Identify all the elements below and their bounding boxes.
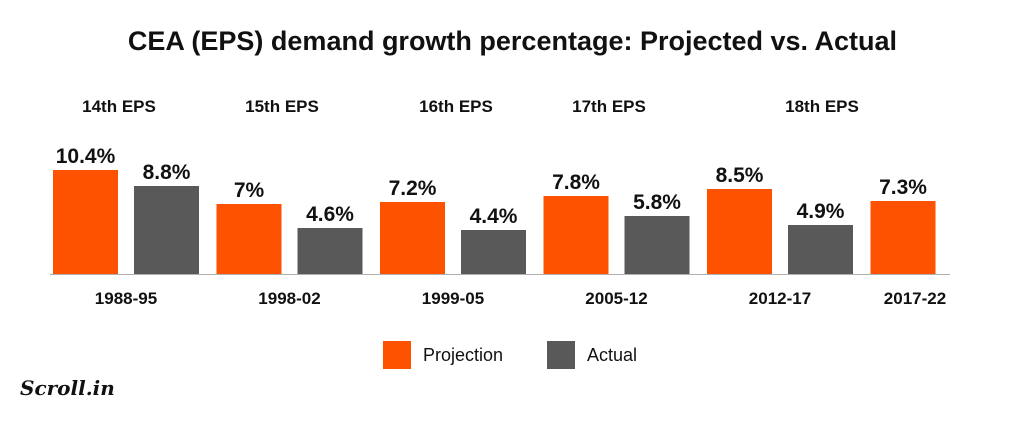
projection-value-label: 7.2% (389, 177, 437, 200)
x-tick-label: 1998-02 (258, 289, 320, 308)
projection-bar (380, 202, 445, 274)
projection-value-label: 8.5% (716, 164, 764, 187)
plan-label: 16th EPS (419, 97, 493, 116)
plan-label: 14th EPS (82, 97, 156, 116)
projection-bar (216, 204, 282, 274)
actual-value-label: 4.9% (797, 200, 845, 223)
actual-value-label: 4.6% (306, 203, 354, 226)
x-tick-label: 1988-95 (95, 289, 157, 308)
plan-label: 15th EPS (245, 97, 319, 116)
chart-title: CEA (EPS) demand growth percentage: Proj… (127, 26, 898, 56)
legend-item-projection: Projection (383, 340, 503, 370)
projection-bar (543, 196, 609, 274)
bar-chart: 14th EPS 15th EPS 16th EPS 17th EPS 18th EPS… (50, 97, 950, 308)
projection-value-label: 10.4% (56, 145, 116, 168)
actual-bar (624, 216, 690, 274)
x-tick-label: 2012-17 (749, 289, 811, 308)
projection-bar (53, 170, 118, 274)
actual-bar (788, 225, 853, 274)
legend-item-actual: Actual (547, 340, 637, 370)
brand-logo: Scroll.in (20, 376, 115, 400)
projection-bar (870, 201, 936, 274)
projection-bar (707, 189, 772, 274)
plan-label: 17th EPS (572, 97, 646, 116)
actual-value-label: 5.8% (633, 191, 681, 214)
x-tick-label: 2017-22 (884, 289, 946, 308)
legend-label-projection: Projection (423, 344, 504, 365)
actual-bar (461, 230, 526, 274)
projection-value-label: 7.3% (879, 176, 927, 199)
actual-bar (297, 228, 363, 274)
x-tick-label: 1999-05 (422, 289, 484, 308)
legend-label-actual: Actual (587, 344, 638, 365)
legend: Projection Actual (0, 340, 1025, 370)
plan-label: 18th EPS (785, 97, 859, 116)
actual-value-label: 4.4% (470, 205, 518, 228)
x-tick-label: 2005-12 (585, 289, 647, 308)
legend-swatch-actual (547, 341, 575, 369)
projection-value-label: 7.8% (552, 171, 600, 194)
actual-bar (134, 186, 199, 274)
projection-value-label: 7% (234, 179, 265, 202)
actual-value-label: 8.8% (143, 161, 191, 184)
legend-swatch-projection (383, 341, 411, 369)
